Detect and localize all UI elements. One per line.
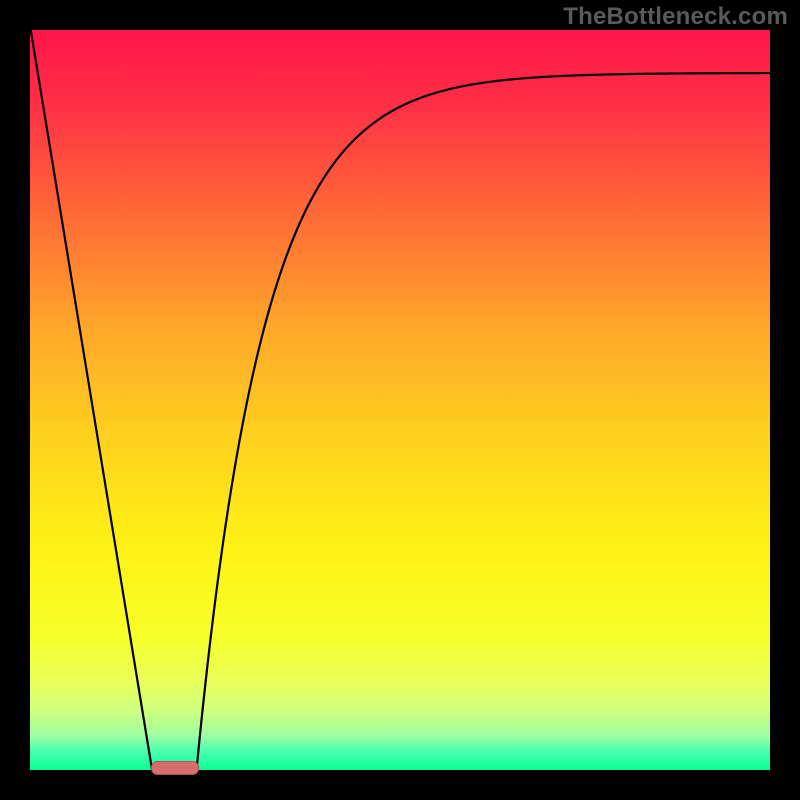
chart-optimum-marker [151,761,199,776]
chart-curve-layer [30,30,770,770]
bottleneck-curve-path [31,30,770,770]
watermark-text: TheBottleneck.com [563,3,788,31]
chart-plot-area [30,30,770,770]
chart-container: TheBottleneck.com [0,0,800,800]
